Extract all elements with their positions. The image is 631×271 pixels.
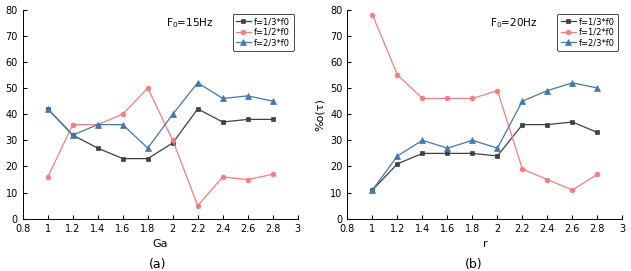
f=1/3*f0: [94, 147, 102, 150]
f=1/2*f0: [519, 167, 526, 171]
Line: f=1/3*f0: f=1/3*f0: [45, 107, 275, 161]
f=1/3*f0: [169, 141, 177, 144]
f=2/3*f0: [119, 123, 127, 126]
f=1/2*f0: [44, 175, 52, 179]
f=1/2*f0: [369, 13, 376, 17]
f=2/3*f0: [244, 94, 252, 98]
f=2/3*f0: [94, 123, 102, 126]
Legend: f=1/3*f0, f=1/2*f0, f=2/3*f0: f=1/3*f0, f=1/2*f0, f=2/3*f0: [557, 14, 618, 51]
f=2/3*f0: [69, 133, 76, 137]
f=1/3*f0: [493, 154, 501, 158]
f=1/2*f0: [194, 204, 201, 207]
f=2/3*f0: [219, 97, 227, 100]
f=1/3*f0: [219, 120, 227, 124]
f=1/3*f0: [594, 131, 601, 134]
f=1/2*f0: [219, 175, 227, 179]
Text: F$_0$=20Hz: F$_0$=20Hz: [490, 16, 538, 30]
Text: (b): (b): [464, 258, 482, 271]
f=1/2*f0: [94, 123, 102, 126]
f=1/3*f0: [394, 162, 401, 166]
f=2/3*f0: [594, 86, 601, 90]
f=2/3*f0: [144, 147, 151, 150]
f=1/3*f0: [119, 157, 127, 160]
f=2/3*f0: [169, 112, 177, 116]
f=1/2*f0: [144, 86, 151, 90]
Line: f=2/3*f0: f=2/3*f0: [45, 80, 276, 151]
f=2/3*f0: [544, 89, 551, 92]
f=1/3*f0: [369, 188, 376, 192]
X-axis label: Ga: Ga: [153, 239, 168, 249]
f=1/3*f0: [144, 157, 151, 160]
X-axis label: r: r: [483, 239, 487, 249]
f=1/2*f0: [569, 188, 576, 192]
Text: F$_0$=15Hz: F$_0$=15Hz: [166, 16, 213, 30]
f=1/3*f0: [469, 152, 476, 155]
f=1/2*f0: [169, 139, 177, 142]
f=2/3*f0: [418, 139, 426, 142]
f=1/2*f0: [493, 89, 501, 92]
f=2/3*f0: [394, 154, 401, 158]
f=2/3*f0: [493, 147, 501, 150]
f=1/3*f0: [269, 118, 276, 121]
f=1/2*f0: [544, 178, 551, 181]
f=1/2*f0: [444, 97, 451, 100]
f=1/3*f0: [544, 123, 551, 126]
Y-axis label: %o(τ): %o(τ): [315, 98, 325, 131]
f=2/3*f0: [44, 107, 52, 111]
Text: (a): (a): [149, 258, 167, 271]
f=2/3*f0: [269, 99, 276, 103]
Line: f=1/2*f0: f=1/2*f0: [45, 86, 275, 208]
f=1/3*f0: [44, 107, 52, 111]
f=1/3*f0: [444, 152, 451, 155]
f=1/3*f0: [244, 118, 252, 121]
f=1/2*f0: [469, 97, 476, 100]
Line: f=2/3*f0: f=2/3*f0: [370, 80, 600, 193]
f=1/3*f0: [418, 152, 426, 155]
f=2/3*f0: [444, 147, 451, 150]
f=1/3*f0: [69, 133, 76, 137]
f=1/3*f0: [569, 120, 576, 124]
f=2/3*f0: [469, 139, 476, 142]
f=2/3*f0: [194, 81, 201, 84]
Line: f=1/3*f0: f=1/3*f0: [370, 120, 600, 192]
f=1/2*f0: [394, 73, 401, 77]
f=1/2*f0: [244, 178, 252, 181]
f=2/3*f0: [569, 81, 576, 84]
f=1/2*f0: [594, 173, 601, 176]
f=2/3*f0: [369, 188, 376, 192]
f=1/3*f0: [519, 123, 526, 126]
f=2/3*f0: [519, 99, 526, 103]
Legend: f=1/3*f0, f=1/2*f0, f=2/3*f0: f=1/3*f0, f=1/2*f0, f=2/3*f0: [233, 14, 293, 51]
Line: f=1/2*f0: f=1/2*f0: [370, 12, 600, 192]
f=1/2*f0: [119, 112, 127, 116]
f=1/2*f0: [418, 97, 426, 100]
f=1/3*f0: [194, 107, 201, 111]
f=1/2*f0: [69, 123, 76, 126]
f=1/2*f0: [269, 173, 276, 176]
